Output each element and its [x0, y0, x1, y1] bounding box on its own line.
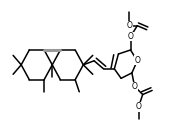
- Text: O: O: [136, 102, 142, 111]
- Text: O: O: [134, 56, 140, 65]
- Text: O: O: [132, 82, 138, 91]
- Text: O: O: [128, 32, 133, 41]
- Text: O: O: [126, 21, 132, 30]
